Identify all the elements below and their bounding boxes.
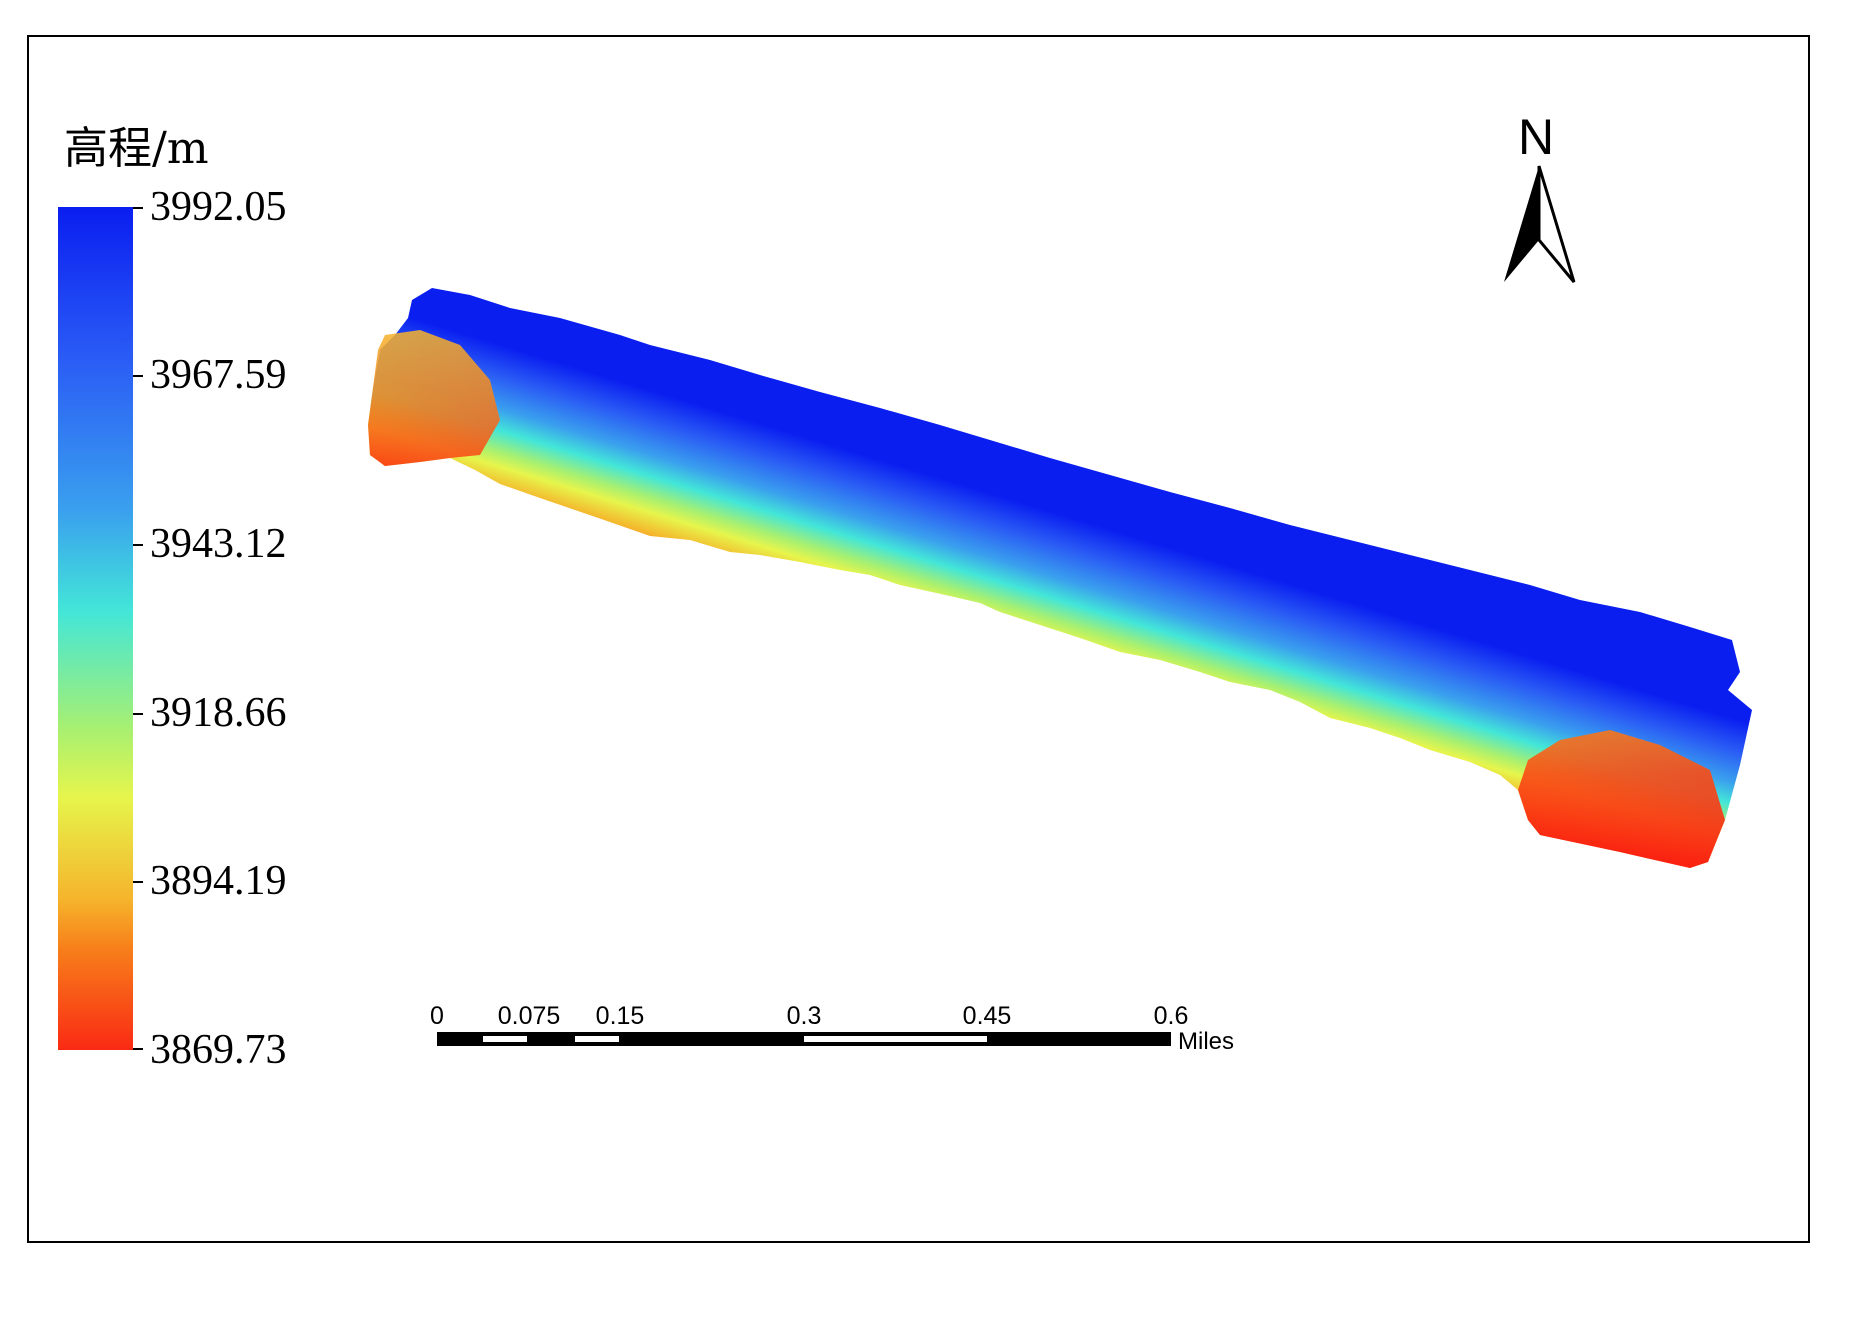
- scale-tick-label: 0.6: [1153, 1002, 1189, 1030]
- legend-label-3: 3943.12: [150, 521, 287, 567]
- scale-tick-label: 0.15: [595, 1002, 645, 1030]
- legend-label-max: 3992.05: [150, 184, 287, 230]
- north-arrow-icon: [1504, 165, 1576, 283]
- legend-tick: [133, 375, 143, 377]
- scale-unit-label: Miles: [1178, 1028, 1235, 1055]
- legend-label-4: 3918.66: [150, 690, 287, 736]
- elevation-color-ramp: [58, 207, 133, 1050]
- north-label: N: [1518, 109, 1555, 165]
- scale-bar: [437, 1032, 1171, 1046]
- scale-tick-label: 0.075: [497, 1002, 561, 1030]
- scale-tick-label: 0.3: [786, 1002, 822, 1030]
- legend-label-min: 3869.73: [150, 1027, 287, 1073]
- legend-title: 高程/m: [64, 123, 209, 174]
- elevation-raster-west: [368, 330, 500, 466]
- legend-label-2: 3967.59: [150, 352, 287, 398]
- elevation-raster-east: [1518, 730, 1725, 868]
- legend-label-5: 3894.19: [150, 858, 287, 904]
- legend-tick: [133, 713, 143, 715]
- legend-tick: [133, 544, 143, 546]
- scale-tick-label: 0: [430, 1002, 444, 1030]
- legend-tick: [133, 1048, 143, 1050]
- scale-tick-label: 0.45: [962, 1002, 1012, 1030]
- legend-tick: [133, 207, 143, 209]
- elevation-raster: [368, 288, 1752, 868]
- legend-tick: [133, 881, 143, 883]
